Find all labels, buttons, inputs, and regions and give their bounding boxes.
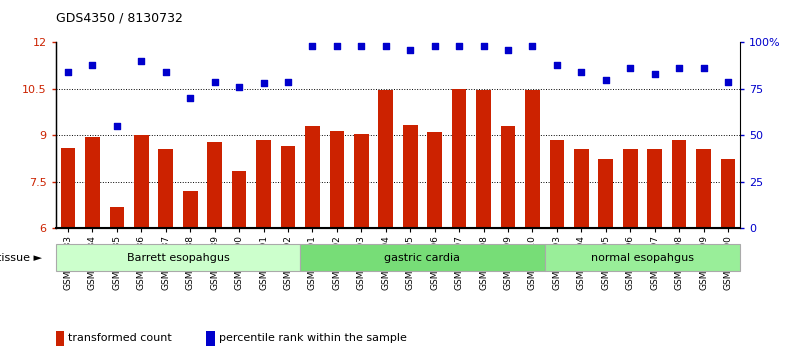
Bar: [544, 244, 740, 271]
Bar: [60, 148, 76, 228]
Bar: [256, 140, 271, 228]
Bar: [378, 91, 393, 228]
Text: Barrett esopahgus: Barrett esopahgus: [127, 252, 229, 263]
Bar: [300, 244, 544, 271]
Bar: [427, 132, 442, 228]
Point: [380, 44, 392, 49]
Point: [61, 69, 74, 75]
Point: [209, 79, 221, 84]
Point: [111, 123, 123, 129]
Text: percentile rank within the sample: percentile rank within the sample: [219, 333, 407, 343]
Point: [673, 65, 685, 71]
Bar: [354, 134, 369, 228]
Bar: [134, 135, 149, 228]
Bar: [110, 207, 124, 228]
Text: transformed count: transformed count: [68, 333, 172, 343]
Point: [453, 44, 466, 49]
Point: [697, 65, 710, 71]
Bar: [281, 146, 295, 228]
Bar: [158, 149, 173, 228]
Point: [428, 44, 441, 49]
Bar: [720, 159, 736, 228]
Point: [599, 77, 612, 82]
Bar: [207, 142, 222, 228]
Bar: [403, 125, 418, 228]
Bar: [206, 331, 215, 346]
Point: [184, 95, 197, 101]
Bar: [232, 171, 247, 228]
Point: [306, 44, 318, 49]
Bar: [549, 140, 564, 228]
Bar: [56, 331, 64, 346]
Bar: [647, 149, 662, 228]
Point: [257, 80, 270, 86]
Point: [404, 47, 416, 53]
Bar: [623, 149, 638, 228]
Point: [575, 69, 587, 75]
Text: GDS4350 / 8130732: GDS4350 / 8130732: [56, 12, 182, 25]
Point: [355, 44, 368, 49]
Point: [86, 62, 99, 68]
Point: [624, 65, 637, 71]
Point: [477, 44, 490, 49]
Point: [330, 44, 343, 49]
Point: [159, 69, 172, 75]
Point: [135, 58, 148, 64]
Text: tissue ►: tissue ►: [0, 252, 42, 263]
Bar: [696, 149, 711, 228]
Bar: [305, 126, 320, 228]
Bar: [476, 91, 491, 228]
Bar: [599, 159, 613, 228]
Point: [526, 44, 539, 49]
Point: [501, 47, 514, 53]
Bar: [672, 140, 686, 228]
Bar: [85, 137, 100, 228]
Text: normal esopahgus: normal esopahgus: [591, 252, 694, 263]
Text: gastric cardia: gastric cardia: [384, 252, 460, 263]
Bar: [183, 191, 197, 228]
Point: [232, 84, 245, 90]
Point: [282, 79, 295, 84]
Bar: [56, 244, 300, 271]
Bar: [525, 91, 540, 228]
Bar: [574, 149, 589, 228]
Bar: [452, 89, 466, 228]
Point: [722, 79, 735, 84]
Point: [551, 62, 564, 68]
Bar: [501, 126, 515, 228]
Point: [648, 71, 661, 77]
Bar: [330, 131, 344, 228]
